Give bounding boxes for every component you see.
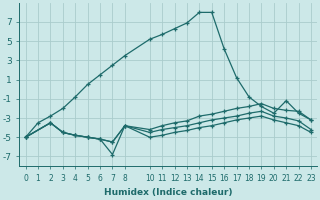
X-axis label: Humidex (Indice chaleur): Humidex (Indice chaleur) (104, 188, 233, 197)
